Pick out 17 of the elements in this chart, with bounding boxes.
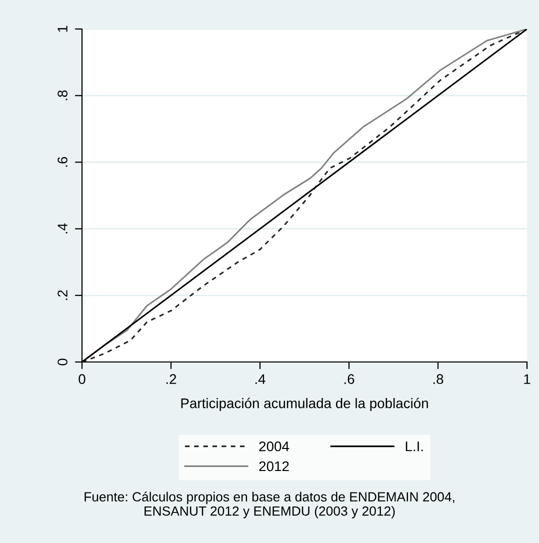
x-tick-label: .4 bbox=[255, 374, 266, 384]
legend-label: 2012 bbox=[259, 461, 289, 472]
x-tick-label: 1 bbox=[524, 374, 530, 384]
y-tick-label: .8 bbox=[58, 90, 68, 100]
y-tick-label: .4 bbox=[58, 223, 68, 234]
x-axis-title: Participación acumulada de la población bbox=[181, 398, 428, 411]
source-note: Fuente: Cálculos propios en base a datos de ENDEMAIN 2004, ENSANUT 2012 y ENEMDU (2003 y 2012) bbox=[84, 492, 454, 518]
y-tick-label: .6 bbox=[58, 157, 68, 167]
y-tick-label: 1 bbox=[58, 26, 68, 32]
y-tick-label: 0 bbox=[58, 358, 68, 366]
x-tick-label: 0 bbox=[78, 374, 86, 384]
legend-label: 2004 bbox=[259, 441, 290, 452]
legend-label: L.I. bbox=[406, 442, 423, 452]
x-tick-label: .6 bbox=[344, 374, 354, 384]
y-tick-label: .2 bbox=[58, 290, 68, 300]
x-tick-label: .2 bbox=[166, 374, 176, 384]
x-tick-label: .8 bbox=[433, 374, 444, 384]
